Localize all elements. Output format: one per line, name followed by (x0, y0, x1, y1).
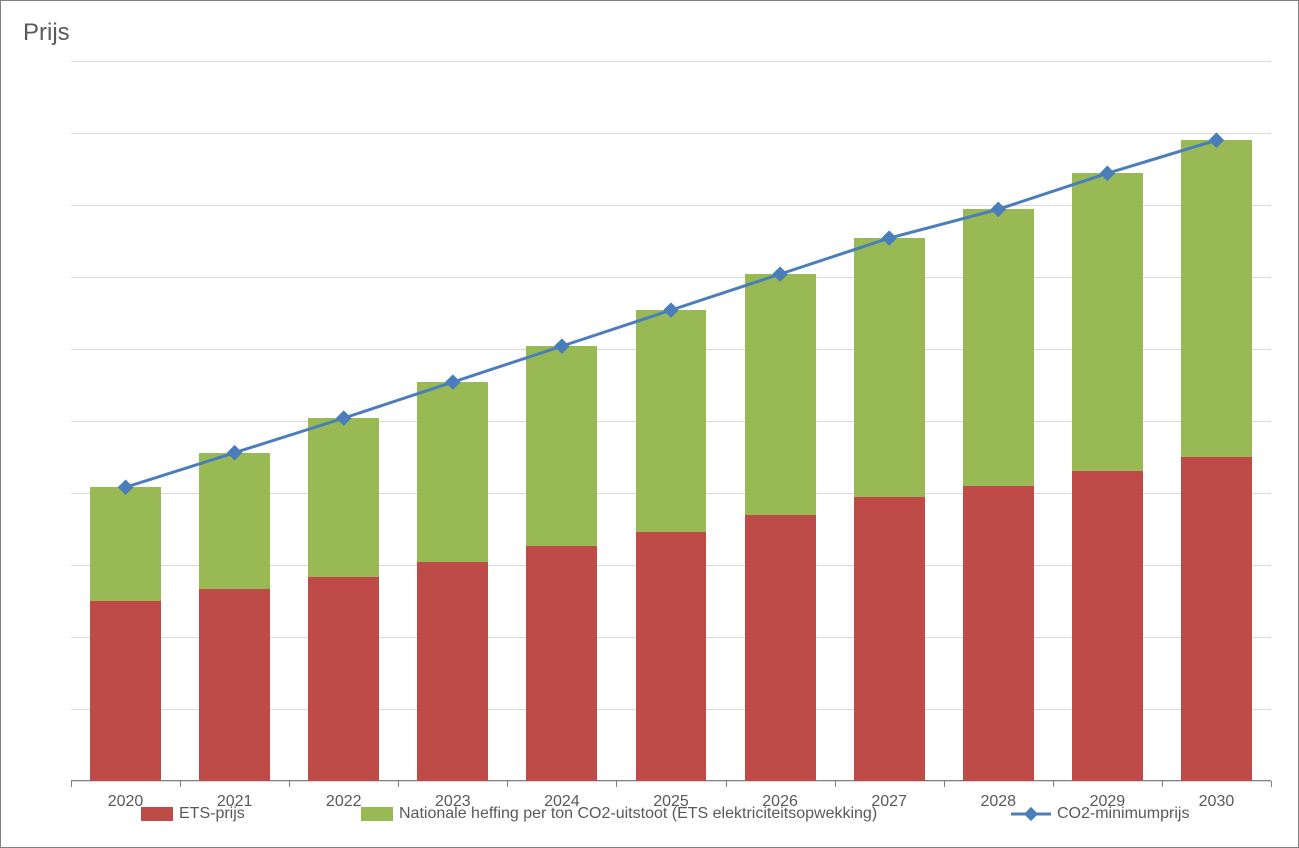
x-tick (726, 781, 727, 787)
x-tick (180, 781, 181, 787)
line-marker (881, 230, 897, 246)
chart-container: Prijs 2020202120222023202420252026202720… (0, 0, 1299, 848)
legend-line-swatch (1011, 807, 1051, 821)
x-tick (1271, 781, 1272, 787)
line-marker (118, 479, 134, 495)
legend-item: CO2-minimumprijs (1011, 805, 1189, 823)
line-marker (554, 338, 570, 354)
line-marker (663, 302, 679, 318)
chart-title: Prijs (23, 19, 70, 47)
legend-swatch (361, 807, 393, 821)
legend-swatch (141, 807, 173, 821)
x-tick (835, 781, 836, 787)
legend: ETS-prijs Nationale heffing per ton CO2-u… (71, 799, 1271, 829)
legend-item: Nationale heffing per ton CO2-uitstoot (… (361, 805, 877, 823)
x-tick (507, 781, 508, 787)
plot-area: 2020202120222023202420252026202720282029… (71, 61, 1271, 781)
x-tick (1053, 781, 1054, 787)
x-tick (398, 781, 399, 787)
grid-line (71, 781, 1271, 782)
line-series (71, 61, 1271, 781)
line-marker (336, 410, 352, 426)
line-marker (1209, 132, 1225, 148)
legend-label: CO2-minimumprijs (1057, 805, 1189, 823)
x-tick (944, 781, 945, 787)
x-tick (1162, 781, 1163, 787)
x-tick (616, 781, 617, 787)
line-marker (772, 266, 788, 282)
x-tick (289, 781, 290, 787)
line-marker (1100, 166, 1116, 182)
legend-label: ETS-prijs (179, 805, 245, 823)
legend-marker (1024, 807, 1038, 821)
line-marker (990, 202, 1006, 218)
legend-item: ETS-prijs (141, 805, 245, 823)
legend-label: Nationale heffing per ton CO2-uitstoot (… (399, 805, 877, 823)
x-tick (71, 781, 72, 787)
line-marker (227, 445, 243, 461)
line-marker (445, 374, 461, 390)
